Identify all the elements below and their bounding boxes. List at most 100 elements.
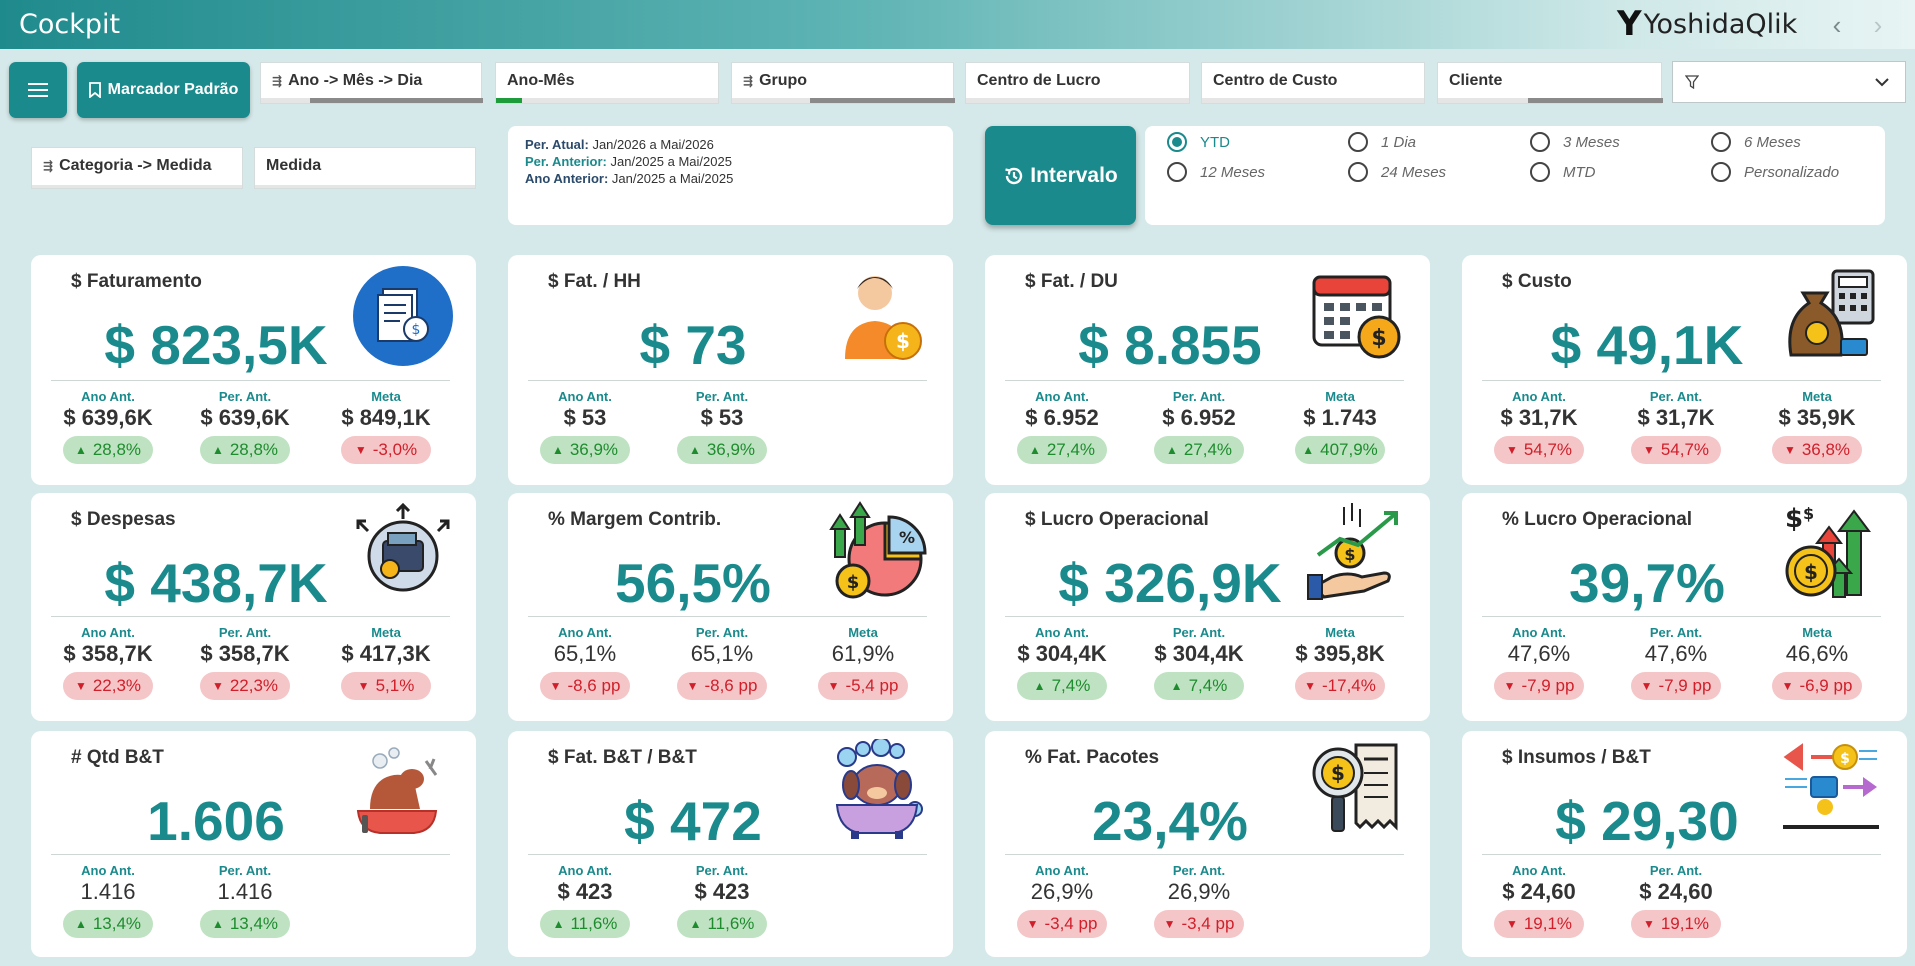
kpi-value: 39,7% bbox=[1569, 552, 1725, 614]
back-arrow-icon[interactable]: ‹ bbox=[1832, 10, 1842, 40]
menu-button[interactable] bbox=[9, 62, 67, 118]
filter-cliente[interactable]: Cliente bbox=[1437, 62, 1663, 104]
metric-meta: Meta $ 1.743 ▲ 407,9% bbox=[1276, 389, 1404, 464]
variation-value: 54,7% bbox=[1660, 440, 1710, 459]
kpi-card[interactable]: $ Lucro Operacional $ 326,9K $ Ano Ant. $ … bbox=[985, 493, 1430, 721]
variation-value: -7,9 pp bbox=[1658, 676, 1712, 695]
svg-text:$: $ bbox=[1803, 504, 1814, 523]
radio-6-meses[interactable]: 6 Meses bbox=[1711, 132, 1801, 152]
app-title: Cockpit bbox=[19, 9, 121, 40]
radio-1-dia[interactable]: 1 Dia bbox=[1348, 132, 1416, 152]
triangle-up-icon: ▲ bbox=[74, 917, 87, 931]
triangle-up-icon: ▲ bbox=[211, 917, 224, 931]
kpi-value: $ 326,9K bbox=[1058, 552, 1282, 614]
metric-value: $ 6.952 bbox=[1025, 405, 1099, 430]
divider bbox=[528, 854, 927, 855]
variation-badge: ▲ 11,6% bbox=[540, 910, 630, 938]
bookmark-button[interactable]: Marcador Padrão bbox=[77, 62, 250, 118]
metric-value: 65,1% bbox=[690, 641, 754, 666]
filter-label: Centro de Custo bbox=[1213, 72, 1338, 89]
metric-ano-anterior: Ano Ant. $ 304,4K ▲ 7,4% bbox=[998, 625, 1126, 700]
triangle-up-icon: ▲ bbox=[552, 917, 565, 931]
period-current-label: Per. Atual: bbox=[525, 137, 589, 152]
metric-meta: Meta $ 395,8K ▼ -17,4% bbox=[1276, 625, 1404, 700]
metric-value: 47,6% bbox=[1507, 641, 1571, 666]
divider bbox=[528, 616, 927, 617]
kpi-title: $ Fat. / HH bbox=[548, 271, 641, 292]
hierarchy-icon: ⇶ bbox=[272, 74, 283, 88]
kpi-title: $ Despesas bbox=[71, 509, 176, 530]
triangle-down-icon: ▼ bbox=[1783, 443, 1796, 457]
intervalo-button[interactable]: Intervalo bbox=[985, 126, 1136, 225]
metric-value: $ 31,7K bbox=[1500, 405, 1578, 430]
radio-24-meses[interactable]: 24 Meses bbox=[1348, 162, 1446, 182]
kpi-card[interactable]: $ Fat. B&T / B&T $ 472 Ano Ant. $ 423 ▲ 1… bbox=[508, 731, 953, 957]
radio-3-meses[interactable]: 3 Meses bbox=[1530, 132, 1620, 152]
metric-label: Ano Ant. bbox=[558, 625, 612, 640]
radio-mtd[interactable]: MTD bbox=[1530, 162, 1596, 182]
variation-badge: ▲ 7,4% bbox=[1017, 672, 1107, 700]
kpi-title: # Qtd B&T bbox=[71, 747, 164, 768]
divider bbox=[528, 380, 927, 381]
metric-ano-anterior: Ano Ant. 26,9% ▼ -3,4 pp bbox=[998, 863, 1126, 938]
variation-value: 19,1% bbox=[1660, 914, 1710, 933]
svg-text:$: $ bbox=[1785, 504, 1803, 534]
filter-medida[interactable]: Medida bbox=[254, 147, 476, 189]
filter-categoria-medida[interactable]: ⇶ Categoria -> Medida bbox=[31, 147, 243, 189]
metric-ano-anterior: Ano Ant. $ 53 ▲ 36,9% bbox=[521, 389, 649, 464]
metric-label: Ano Ant. bbox=[558, 389, 612, 404]
metric-label: Meta bbox=[1802, 389, 1832, 404]
history-icon bbox=[1005, 167, 1023, 184]
triangle-down-icon: ▼ bbox=[827, 679, 840, 693]
metric-periodo-anterior: Per. Ant. 47,6% ▼ -7,9 pp bbox=[1612, 625, 1740, 700]
kpi-title: $ Faturamento bbox=[71, 271, 202, 292]
wallet-arrows-icon bbox=[356, 502, 450, 592]
kpi-value: 1.606 bbox=[147, 790, 285, 852]
triangle-up-icon: ▲ bbox=[1165, 443, 1178, 457]
metric-value: $ 395,8K bbox=[1295, 641, 1385, 666]
kpi-card[interactable]: # Qtd B&T 1.606 Ano Ant. 1.416 ▲ 13,4% Pe… bbox=[31, 731, 476, 957]
metric-value: $ 24,60 bbox=[1502, 879, 1576, 904]
divider bbox=[1005, 854, 1404, 855]
radio-12-meses[interactable]: 12 Meses bbox=[1167, 162, 1265, 182]
forward-arrow-icon[interactable]: › bbox=[1873, 10, 1883, 40]
metric-label: Meta bbox=[1325, 389, 1355, 404]
filter-centro-custo[interactable]: Centro de Custo bbox=[1201, 62, 1425, 104]
divider bbox=[1482, 380, 1881, 381]
hierarchy-icon: ⇶ bbox=[743, 74, 754, 88]
metric-label: Ano Ant. bbox=[1512, 625, 1566, 640]
variation-badge: ▼ -3,4 pp bbox=[1017, 910, 1107, 938]
svg-text:$: $ bbox=[1344, 545, 1355, 564]
filter-label: Categoria -> Medida bbox=[59, 157, 212, 174]
variation-value: -17,4% bbox=[1322, 676, 1376, 695]
filter-dropdown[interactable] bbox=[1672, 61, 1906, 103]
kpi-card[interactable]: % Fat. Pacotes 23,4% $ Ano Ant. 26,9% ▼ -3… bbox=[985, 731, 1430, 957]
kpi-card[interactable]: % Lucro Operacional 39,7% $ $ $ Ano Ant. 47,… bbox=[1462, 493, 1907, 721]
kpi-card[interactable]: $ Fat. / DU $ 8.855 $ Ano Ant. $ 6.952 ▲ 2… bbox=[985, 255, 1430, 485]
person-coin-icon: $ bbox=[845, 276, 922, 360]
variation-badge: ▼ 36,8% bbox=[1772, 436, 1862, 464]
radio-ytd[interactable]: YTD bbox=[1167, 132, 1230, 152]
period-current-value: Jan/2026 a Mai/2026 bbox=[592, 137, 714, 152]
triangle-up-icon: ▲ bbox=[1170, 679, 1183, 693]
kpi-card[interactable]: $ Despesas $ 438,7K Ano Ant. $ 358,7K ▼ 2… bbox=[31, 493, 476, 721]
triangle-up-icon: ▲ bbox=[1028, 443, 1041, 457]
kpi-card[interactable]: $ Fat. / HH $ 73 $ Ano Ant. $ 53 ▲ 36,9% P… bbox=[508, 255, 953, 485]
filter-ano-mes[interactable]: Ano-Mês bbox=[495, 62, 719, 104]
metric-label: Meta bbox=[848, 625, 878, 640]
kpi-card[interactable]: $ Insumos / B&T $ 29,30 $ Ano Ant. $ 24,60… bbox=[1462, 731, 1907, 957]
kpi-card[interactable]: % Margem Contrib. 56,5%% $ Ano Ant. 65,1% … bbox=[508, 493, 953, 721]
metric-value: $ 849,1K bbox=[341, 405, 431, 430]
filter-ano-mes-dia[interactable]: ⇶ Ano -> Mês -> Dia bbox=[260, 62, 483, 104]
filter-grupo[interactable]: ⇶ Grupo bbox=[731, 62, 955, 104]
radio-personalizado[interactable]: Personalizado bbox=[1711, 162, 1839, 182]
divider bbox=[51, 380, 450, 381]
filter-centro-lucro[interactable]: Centro de Lucro bbox=[965, 62, 1190, 104]
variation-badge: ▼ 19,1% bbox=[1494, 910, 1584, 938]
triangle-down-icon: ▼ bbox=[211, 679, 224, 693]
metric-label: Per. Ant. bbox=[1172, 389, 1226, 404]
kpi-card[interactable]: $ Faturamento $ 823,5K $ Ano Ant. $ 639,6K… bbox=[31, 255, 476, 485]
metric-periodo-anterior: Per. Ant. $ 639,6K ▲ 28,8% bbox=[181, 389, 309, 464]
variation-badge: ▲ 13,4% bbox=[200, 910, 290, 938]
kpi-card[interactable]: $ Custo $ 49,1K Ano Ant. $ 31,7K ▼ 54,7% … bbox=[1462, 255, 1907, 485]
